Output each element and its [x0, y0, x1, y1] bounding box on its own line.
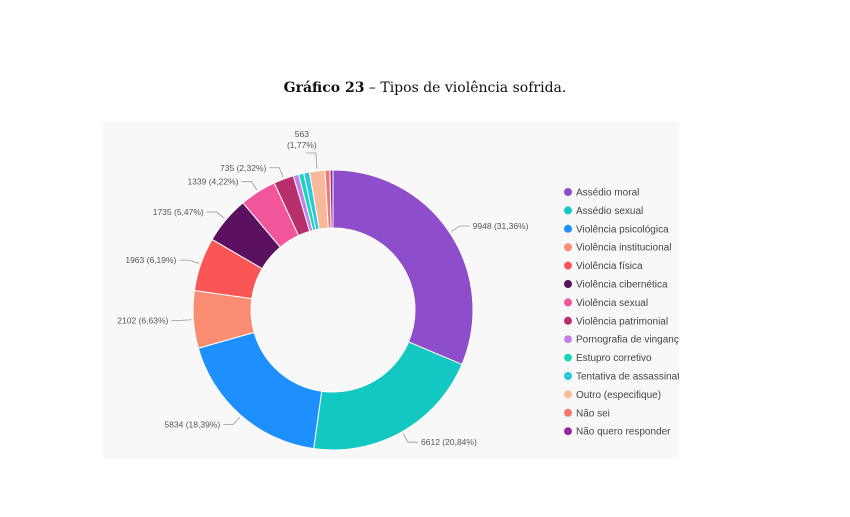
legend-item-assedio-moral[interactable]: Assédio moral	[576, 188, 639, 199]
legend-item-violencia-cibernetica[interactable]: Violência cibernética	[576, 280, 668, 291]
data-label: 5834 (18,39%)	[164, 420, 220, 430]
legend-marker	[564, 353, 572, 362]
data-label: 9948 (31,36%)	[473, 221, 529, 231]
legend-item-nao-sei[interactable]: Não sei	[576, 408, 610, 419]
caption-label: Gráfico 23	[283, 80, 365, 96]
legend-item-violencia-institucional[interactable]: Violência institucional	[576, 243, 671, 254]
legend-marker	[564, 280, 572, 288]
leader-line	[206, 211, 225, 219]
legend-item-estupro-corretivo[interactable]: Estupro corretivo	[576, 353, 652, 364]
legend-item-violencia-psicologica[interactable]: Violência psicológica	[576, 224, 669, 235]
slice-assedio-moral[interactable]	[332, 169, 474, 366]
chart-panel: 9948 (31,36%) 6612 (20,84%) 5834 (18,39%) 2…	[103, 122, 679, 459]
legend-marker	[564, 335, 572, 344]
slice-nao-quero-responder[interactable]	[329, 169, 334, 229]
legend-item-pornografia-de-vinganca[interactable]: Pornografia de vingança	[576, 335, 679, 346]
leader-line	[223, 416, 241, 426]
legend-marker	[564, 243, 572, 252]
legend-item-violencia-patrimonial[interactable]: Violência patrimonial	[576, 316, 668, 327]
data-label: 2102 (6,63%)	[117, 315, 168, 325]
legend-marker	[564, 408, 572, 417]
slice-violencia-psicologica[interactable]	[197, 331, 323, 450]
legend-marker	[564, 427, 572, 436]
leader-line	[171, 319, 192, 321]
leader-line	[179, 259, 199, 264]
leader-line	[269, 167, 284, 178]
leader-line	[402, 433, 419, 443]
leader-line	[305, 152, 318, 169]
slice-assedio-sexual[interactable]	[313, 341, 463, 451]
legend-marker	[564, 261, 572, 270]
donut-chart: 9948 (31,36%) 6612 (20,84%) 5834 (18,39%) 2…	[117, 129, 679, 451]
legend-marker	[564, 298, 572, 307]
legend-item-assedio-sexual[interactable]: Assédio sexual	[576, 206, 643, 217]
legend-item-outro-especifique[interactable]: Outro (especifique)	[576, 390, 661, 401]
data-label: 1735 (5,47%)	[153, 207, 204, 217]
legend-item-tentativa-de-assassinato[interactable]: Tentativa de assassinato	[576, 372, 679, 383]
data-label: (1,77%)	[287, 140, 317, 150]
leader-line	[451, 225, 470, 232]
chart-caption: Gráfico 23 – Tipos de violência sofrida.	[0, 80, 850, 96]
legend-item-violencia-fisica[interactable]: Violência física	[576, 261, 643, 272]
data-label: 1963 (6,19%)	[125, 255, 176, 265]
legend-marker	[564, 224, 572, 233]
legend-item-nao-quero-responder[interactable]: Não quero responder	[576, 427, 671, 438]
data-label: 735 (2,32%)	[220, 163, 266, 173]
legend-marker	[564, 316, 572, 325]
caption-separator: –	[364, 80, 381, 96]
legend-marker	[564, 188, 572, 196]
data-label: 563	[295, 129, 309, 139]
caption-title: Tipos de violência sofrida.	[380, 80, 567, 96]
data-label: 1339 (4,22%)	[187, 177, 238, 187]
leader-line	[241, 181, 258, 191]
legend-marker	[564, 390, 572, 399]
legend-marker	[564, 206, 572, 215]
data-label: 6612 (20,84%)	[421, 437, 477, 447]
legend-item-violencia-sexual[interactable]: Violência sexual	[576, 298, 648, 309]
legend-marker	[564, 372, 572, 380]
